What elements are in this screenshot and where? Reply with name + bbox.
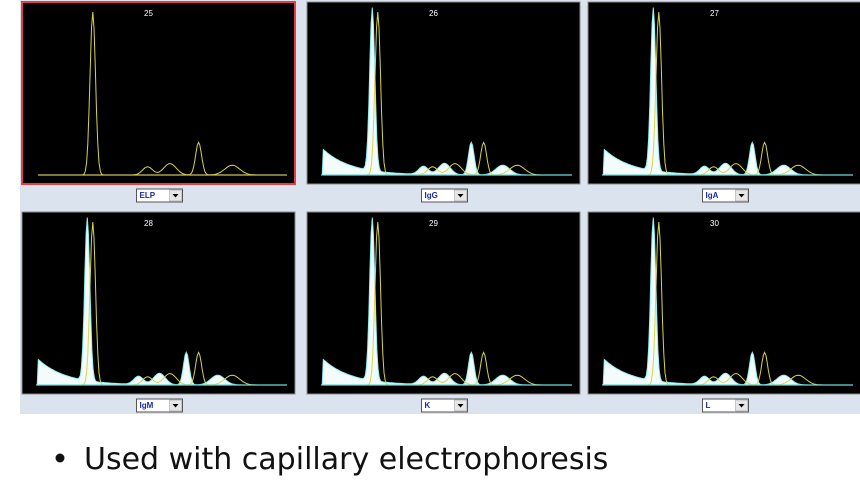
panel: [21, 211, 296, 395]
panel: [306, 211, 581, 395]
selector-dropdown[interactable]: IgA: [702, 188, 749, 203]
panel-number: 28: [144, 219, 153, 228]
selector-dropdown[interactable]: IgM: [136, 398, 183, 413]
trace-fill: [321, 217, 554, 386]
panel: [306, 1, 581, 185]
selector-label: L: [706, 401, 711, 410]
dropdown-arrow: [457, 194, 464, 198]
dropdown-arrow: [457, 404, 464, 408]
selector-dropdown[interactable]: L: [702, 398, 749, 413]
selector-label: K: [425, 401, 431, 410]
panel: [587, 1, 860, 185]
selector-dropdown[interactable]: IgG: [421, 188, 468, 203]
dropdown-arrow: [738, 404, 745, 408]
panel: [21, 1, 296, 185]
dropdown-arrow: [738, 194, 745, 198]
bullet-text: Used with capillary electrophoresis: [84, 442, 608, 477]
selector-dropdown[interactable]: ELP: [136, 188, 183, 203]
panel-number: 29: [429, 219, 438, 228]
selector-label: IgG: [425, 191, 438, 200]
panel: [587, 211, 860, 395]
bullet-dot: [55, 453, 65, 463]
selector-label: ELP: [140, 191, 156, 200]
trace-fill: [321, 7, 554, 176]
trace-fill: [602, 7, 835, 176]
panel-number: 26: [429, 9, 438, 18]
dropdown-arrow: [172, 404, 179, 408]
selector-label: IgM: [140, 401, 154, 410]
selector-label: IgA: [706, 191, 719, 200]
selector-dropdown[interactable]: K: [421, 398, 468, 413]
dropdown-arrow: [172, 194, 179, 198]
trace-fill: [602, 217, 835, 386]
panel-number: 27: [710, 9, 719, 18]
panel-number: 25: [144, 9, 153, 18]
panel-number: 30: [710, 219, 719, 228]
trace-fill: [36, 217, 269, 386]
